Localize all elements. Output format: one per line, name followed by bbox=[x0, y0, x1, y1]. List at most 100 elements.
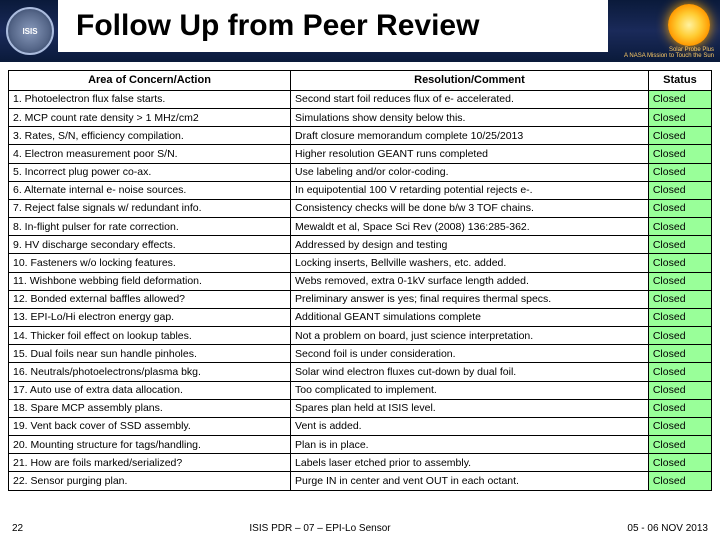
cell-status: Closed bbox=[648, 236, 711, 254]
col-header-status: Status bbox=[648, 71, 711, 91]
table-row: 7. Reject false signals w/ redundant inf… bbox=[9, 199, 712, 217]
cell-status: Closed bbox=[648, 290, 711, 308]
table-row: 14. Thicker foil effect on lookup tables… bbox=[9, 327, 712, 345]
review-table: Area of Concern/Action Resolution/Commen… bbox=[8, 70, 712, 491]
cell-resolution: Second start foil reduces flux of e- acc… bbox=[291, 90, 649, 108]
cell-resolution: Solar wind electron fluxes cut-down by d… bbox=[291, 363, 649, 381]
table-row: 6. Alternate internal e- noise sources.I… bbox=[9, 181, 712, 199]
slide-title: Follow Up from Peer Review bbox=[76, 9, 479, 42]
cell-resolution: Too complicated to implement. bbox=[291, 381, 649, 399]
cell-resolution: Preliminary answer is yes; final require… bbox=[291, 290, 649, 308]
cell-resolution: Higher resolution GEANT runs completed bbox=[291, 145, 649, 163]
slide-title-bg: Follow Up from Peer Review bbox=[68, 0, 608, 52]
cell-area: 6. Alternate internal e- noise sources. bbox=[9, 181, 291, 199]
cell-area: 15. Dual foils near sun handle pinholes. bbox=[9, 345, 291, 363]
table-row: 1. Photoelectron flux false starts.Secon… bbox=[9, 90, 712, 108]
cell-area: 8. In-flight pulser for rate correction. bbox=[9, 218, 291, 236]
table-row: 8. In-flight pulser for rate correction.… bbox=[9, 218, 712, 236]
cell-area: 9. HV discharge secondary effects. bbox=[9, 236, 291, 254]
cell-area: 4. Electron measurement poor S/N. bbox=[9, 145, 291, 163]
cell-area: 2. MCP count rate density > 1 MHz/cm2 bbox=[9, 109, 291, 127]
cell-resolution: Spares plan held at ISIS level. bbox=[291, 399, 649, 417]
cell-status: Closed bbox=[648, 109, 711, 127]
table-row: 9. HV discharge secondary effects.Addres… bbox=[9, 236, 712, 254]
table-row: 21. How are foils marked/serialized?Labe… bbox=[9, 454, 712, 472]
cell-status: Closed bbox=[648, 436, 711, 454]
subline-1: Solar Probe Plus bbox=[624, 47, 714, 54]
footer-date: 05 - 06 NOV 2013 bbox=[588, 523, 708, 534]
cell-status: Closed bbox=[648, 345, 711, 363]
cell-resolution: Locking inserts, Bellville washers, etc.… bbox=[291, 254, 649, 272]
col-header-resolution: Resolution/Comment bbox=[291, 71, 649, 91]
table-row: 2. MCP count rate density > 1 MHz/cm2Sim… bbox=[9, 109, 712, 127]
cell-status: Closed bbox=[648, 199, 711, 217]
cell-resolution: Use labeling and/or color-coding. bbox=[291, 163, 649, 181]
cell-resolution: Vent is added. bbox=[291, 417, 649, 435]
cell-resolution: Consistency checks will be done b/w 3 TO… bbox=[291, 199, 649, 217]
table-row: 18. Spare MCP assembly plans.Spares plan… bbox=[9, 399, 712, 417]
cell-area: 19. Vent back cover of SSD assembly. bbox=[9, 417, 291, 435]
table-row: 10. Fasteners w/o locking features.Locki… bbox=[9, 254, 712, 272]
cell-area: 3. Rates, S/N, efficiency compilation. bbox=[9, 127, 291, 145]
cell-area: 13. EPI-Lo/Hi electron energy gap. bbox=[9, 308, 291, 326]
cell-status: Closed bbox=[648, 363, 711, 381]
cell-area: 7. Reject false signals w/ redundant inf… bbox=[9, 199, 291, 217]
table-row: 3. Rates, S/N, efficiency compilation.Dr… bbox=[9, 127, 712, 145]
sun-icon bbox=[668, 4, 710, 46]
table-row: 5. Incorrect plug power co-ax.Use labeli… bbox=[9, 163, 712, 181]
cell-resolution: Plan is in place. bbox=[291, 436, 649, 454]
slide-footer: 22 ISIS PDR – 07 – EPI-Lo Sensor 05 - 06… bbox=[0, 523, 720, 534]
table-row: 13. EPI-Lo/Hi electron energy gap.Additi… bbox=[9, 308, 712, 326]
cell-status: Closed bbox=[648, 399, 711, 417]
cell-resolution: Labels laser etched prior to assembly. bbox=[291, 454, 649, 472]
cell-resolution: Mewaldt et al, Space Sci Rev (2008) 136:… bbox=[291, 218, 649, 236]
cell-status: Closed bbox=[648, 327, 711, 345]
cell-resolution: Not a problem on board, just science int… bbox=[291, 327, 649, 345]
table-row: 16. Neutrals/photoelectrons/plasma bkg.S… bbox=[9, 363, 712, 381]
cell-area: 14. Thicker foil effect on lookup tables… bbox=[9, 327, 291, 345]
col-header-area: Area of Concern/Action bbox=[9, 71, 291, 91]
cell-area: 20. Mounting structure for tags/handling… bbox=[9, 436, 291, 454]
cell-status: Closed bbox=[648, 272, 711, 290]
cell-status: Closed bbox=[648, 181, 711, 199]
cell-resolution: Simulations show density below this. bbox=[291, 109, 649, 127]
cell-status: Closed bbox=[648, 163, 711, 181]
cell-resolution: Webs removed, extra 0-1kV surface length… bbox=[291, 272, 649, 290]
cell-status: Closed bbox=[648, 218, 711, 236]
table-header-row: Area of Concern/Action Resolution/Commen… bbox=[9, 71, 712, 91]
table-row: 12. Bonded external baffles allowed?Prel… bbox=[9, 290, 712, 308]
cell-status: Closed bbox=[648, 472, 711, 490]
table-body: 1. Photoelectron flux false starts.Secon… bbox=[9, 90, 712, 490]
cell-area: 11. Wishbone webbing field deformation. bbox=[9, 272, 291, 290]
cell-status: Closed bbox=[648, 308, 711, 326]
page-number: 22 bbox=[12, 523, 52, 534]
cell-area: 16. Neutrals/photoelectrons/plasma bkg. bbox=[9, 363, 291, 381]
cell-status: Closed bbox=[648, 381, 711, 399]
cell-resolution: Additional GEANT simulations complete bbox=[291, 308, 649, 326]
cell-resolution: Draft closure memorandum complete 10/25/… bbox=[291, 127, 649, 145]
cell-area: 1. Photoelectron flux false starts. bbox=[9, 90, 291, 108]
cell-area: 18. Spare MCP assembly plans. bbox=[9, 399, 291, 417]
table-row: 19. Vent back cover of SSD assembly.Vent… bbox=[9, 417, 712, 435]
footer-center: ISIS PDR – 07 – EPI-Lo Sensor bbox=[52, 523, 588, 534]
cell-resolution: In equipotential 100 V retarding potenti… bbox=[291, 181, 649, 199]
cell-resolution: Purge IN in center and vent OUT in each … bbox=[291, 472, 649, 490]
table-row: 17. Auto use of extra data allocation.To… bbox=[9, 381, 712, 399]
cell-area: 10. Fasteners w/o locking features. bbox=[9, 254, 291, 272]
slide-header: ISIS Follow Up from Peer Review Solar Pr… bbox=[0, 0, 720, 62]
cell-status: Closed bbox=[648, 90, 711, 108]
cell-status: Closed bbox=[648, 254, 711, 272]
table-row: 11. Wishbone webbing field deformation.W… bbox=[9, 272, 712, 290]
table-row: 22. Sensor purging plan.Purge IN in cent… bbox=[9, 472, 712, 490]
cell-area: 22. Sensor purging plan. bbox=[9, 472, 291, 490]
cell-status: Closed bbox=[648, 145, 711, 163]
cell-area: 12. Bonded external baffles allowed? bbox=[9, 290, 291, 308]
cell-status: Closed bbox=[648, 127, 711, 145]
table-container: Area of Concern/Action Resolution/Commen… bbox=[0, 62, 720, 491]
table-row: 4. Electron measurement poor S/N.Higher … bbox=[9, 145, 712, 163]
header-subtitle: Solar Probe Plus A NASA Mission to Touch… bbox=[624, 47, 714, 60]
cell-area: 17. Auto use of extra data allocation. bbox=[9, 381, 291, 399]
cell-status: Closed bbox=[648, 417, 711, 435]
cell-status: Closed bbox=[648, 454, 711, 472]
subline-2: A NASA Mission to Touch the Sun bbox=[624, 53, 714, 60]
